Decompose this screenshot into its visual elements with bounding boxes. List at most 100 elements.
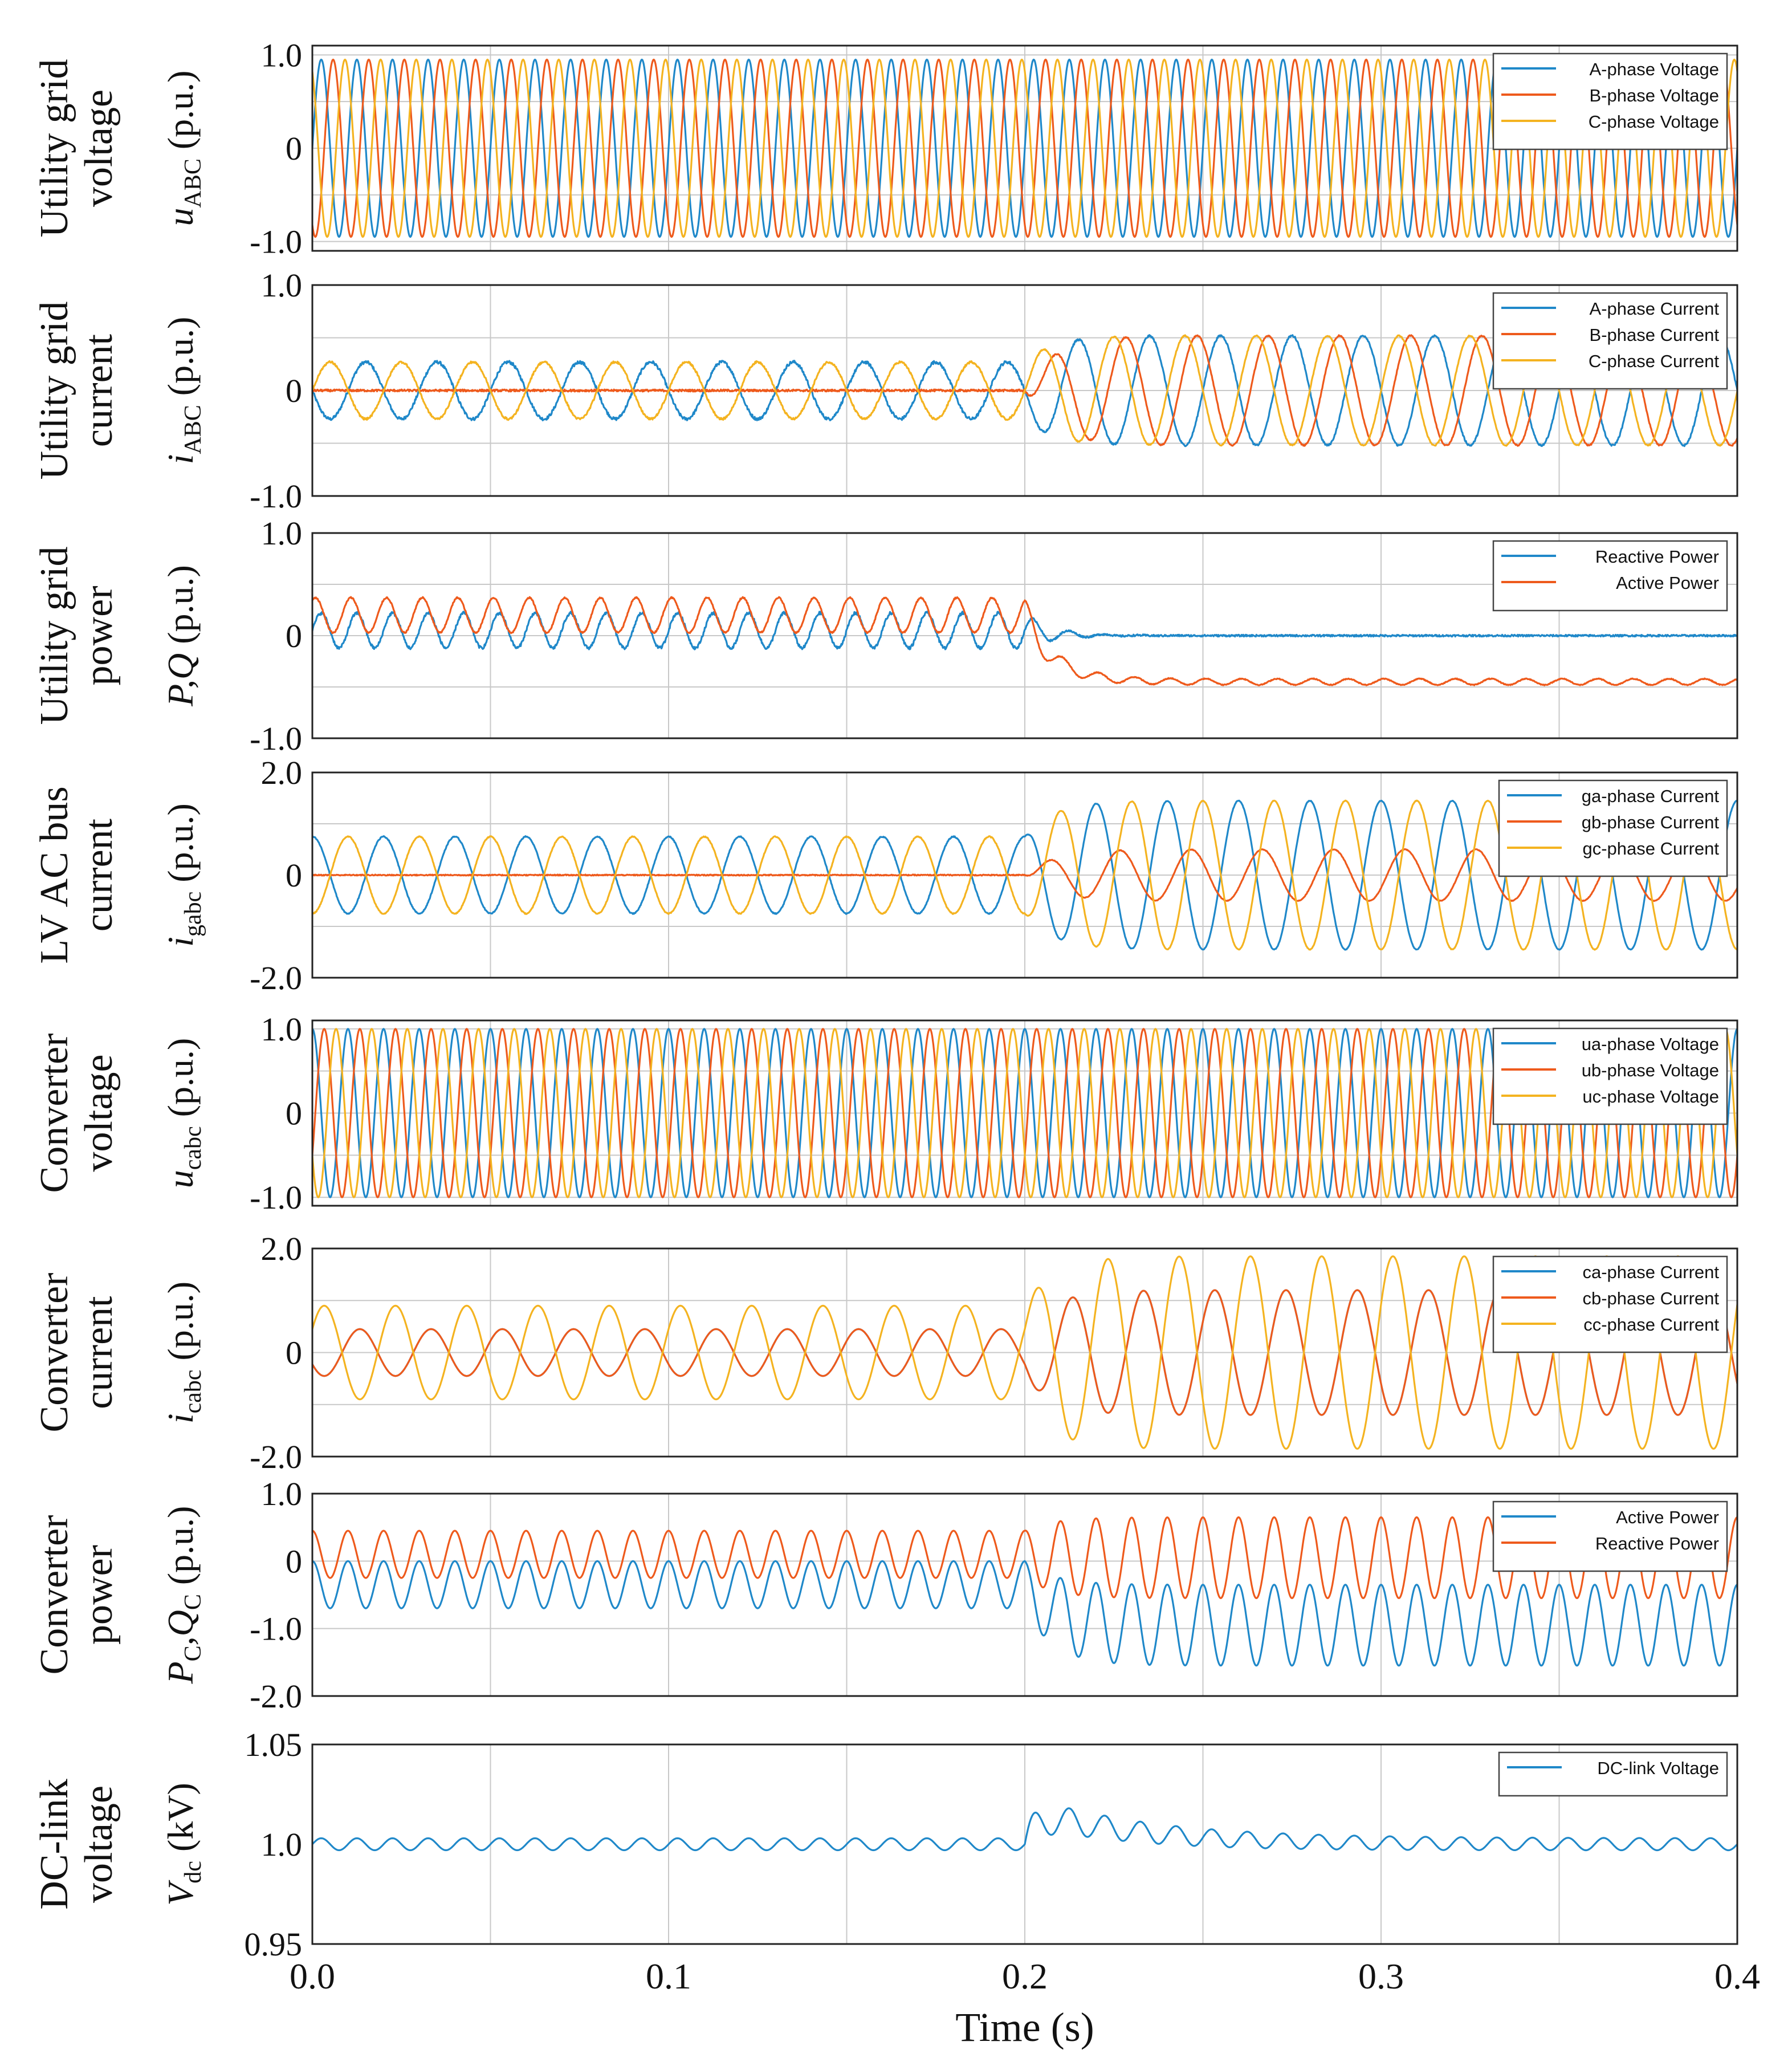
legend-entry: uc-phase Voltage — [1582, 1087, 1719, 1107]
panel-6: 2.0 0 -2.0 icabc (p.u.) Convertercurrent ca-p… — [32, 1230, 1738, 1475]
y-axis-label: igabc (p.u.) — [160, 803, 206, 947]
panel-7: 1.0 0 -1.0 -2.0 PC,QC (p.u.) Converterpower Ac… — [32, 1475, 1738, 1715]
row-label-line-2: power — [77, 586, 121, 686]
x-tick-label: 0.1 — [646, 1956, 691, 1996]
y-tick-label: 0 — [286, 372, 302, 409]
row-label: Converterpower — [32, 1515, 121, 1675]
row-label-line-2: power — [77, 1545, 121, 1645]
row-label-line-2: current — [77, 818, 121, 932]
row-label-line-1: Utility grid — [32, 59, 76, 237]
row-label: DC-linkvoltage — [32, 1779, 121, 1909]
y-label-symbol: P — [160, 1661, 201, 1684]
series-reactive-power — [312, 1516, 1737, 1599]
row-label-line-1: Converter — [32, 1515, 76, 1675]
y-label-subscript: ABC — [180, 158, 206, 208]
y-label-unit: (p.u.) — [160, 1038, 201, 1126]
series-ga-phase-current — [312, 799, 1737, 951]
y-label-symbol: P,Q — [160, 653, 201, 707]
legend-entry: ga-phase Current — [1582, 786, 1720, 806]
legend-entry: DC-link Voltage — [1597, 1758, 1719, 1778]
y-tick-label: 1.0 — [261, 267, 303, 304]
y-label-subscript: cabc — [180, 1369, 206, 1413]
series-c-phase-voltage — [312, 58, 1737, 238]
row-label-line-1: Converter — [32, 1273, 76, 1433]
y-tick-label: 1.0 — [261, 1475, 303, 1512]
legend-entry: Reactive Power — [1595, 1534, 1719, 1553]
y-label-symbol: i — [160, 454, 201, 465]
row-label-line-1: LV AC bus — [32, 786, 76, 963]
y-axis-label: icabc (p.u.) — [160, 1282, 206, 1424]
y-tick-label: 1.0 — [261, 36, 303, 74]
plot-frame — [311, 771, 1738, 979]
legend-box — [1492, 540, 1728, 612]
legend-entry: ub-phase Voltage — [1582, 1060, 1719, 1080]
x-axis-label: Time (s) — [955, 2004, 1094, 2050]
panel-3: 1.0 0 -1.0 P,Q (p.u.) Utility gridpower React… — [32, 515, 1738, 757]
y-label-subscript: dc — [180, 1861, 206, 1884]
legend-entry: ca-phase Current — [1582, 1262, 1719, 1282]
y-tick-label: -1.0 — [250, 720, 302, 757]
y-label-subscript: ABC — [180, 405, 206, 454]
y-axis-label: PC,QC (p.u.) — [160, 1506, 206, 1685]
row-label-line-2: voltage — [77, 90, 121, 207]
panel-2: 1.0 0 -1.0 iABC (p.u.) Utility gridcurrent A-… — [32, 267, 1738, 515]
legend: Reactive Power Active Power — [1492, 540, 1728, 612]
legend-entry: gc-phase Current — [1582, 839, 1719, 859]
legend: ca-phase Current cb-phase Current cc-phase… — [1492, 1255, 1728, 1353]
y-label-symbol: i — [160, 1413, 201, 1424]
plot-frame — [311, 532, 1738, 739]
y-label-subscript: C — [180, 1645, 206, 1661]
x-axis: 0.0 0.1 0.2 0.3 0.4 Time (s) — [290, 1956, 1760, 2050]
panel-5: 1.0 0 -1.0 ucabc (p.u.) Convertervoltage ua-p… — [32, 1011, 1738, 1216]
y-label-unit: (p.u.) — [160, 317, 201, 405]
y-label-symbol-2: ,Q — [160, 1610, 201, 1645]
y-tick-label: -2.0 — [250, 1438, 302, 1475]
panel-1: 1.0 0 -1.0 uABC (p.u.) Utility gridvoltage A-… — [32, 36, 1738, 261]
y-tick-label: 0 — [286, 1543, 302, 1580]
row-label-line-2: voltage — [77, 1054, 121, 1172]
plot-frame — [311, 1492, 1738, 1697]
legend: ga-phase Current gb-phase Current gc-phase… — [1498, 779, 1728, 877]
row-label-line-2: voltage — [77, 1786, 121, 1903]
y-tick-label: -2.0 — [250, 959, 302, 997]
legend-entry: Active Power — [1616, 573, 1719, 593]
legend-entry: cc-phase Current — [1583, 1315, 1719, 1335]
y-tick-label: -1.0 — [250, 1610, 302, 1648]
x-tick-label: 0.3 — [1358, 1956, 1404, 1996]
y-label-symbol: u — [160, 1170, 201, 1188]
y-tick-label: 0 — [286, 1095, 302, 1132]
y-tick-label: -2.0 — [250, 1678, 302, 1715]
legend-entry: A-phase Voltage — [1589, 59, 1719, 79]
legend: DC-link Voltage — [1498, 1751, 1728, 1797]
legend-entry: C-phase Current — [1589, 351, 1720, 371]
y-tick-label: 1.0 — [261, 515, 303, 552]
y-label-unit: (p.u.) — [160, 1282, 201, 1370]
legend-entry: ua-phase Voltage — [1582, 1034, 1719, 1054]
legend-entry: B-phase Current — [1590, 325, 1720, 345]
legend: Active Power Reactive Power — [1492, 1500, 1728, 1572]
series-group — [312, 596, 1737, 686]
row-label: LV AC buscurrent — [32, 786, 121, 963]
y-axis-label: uABC (p.u.) — [160, 71, 206, 226]
plot-frame — [311, 1743, 1738, 1945]
row-label-line-2: current — [77, 334, 121, 447]
y-tick-label: 1.05 — [245, 1726, 303, 1763]
x-tick-label: 0.0 — [290, 1956, 335, 1996]
y-tick-label: -1.0 — [250, 478, 302, 515]
series-reactive-power — [312, 611, 1737, 650]
y-axis-label: ucabc (p.u.) — [160, 1038, 206, 1189]
y-label-symbol: V — [160, 1880, 201, 1906]
y-label-symbol: u — [160, 208, 201, 226]
row-label-line-1: Converter — [32, 1034, 76, 1193]
y-axis-label: iABC (p.u.) — [160, 317, 206, 465]
row-label: Utility gridvoltage — [32, 59, 121, 237]
y-tick-label: -1.0 — [250, 223, 302, 261]
x-tick-label: 0.4 — [1714, 1956, 1760, 1996]
y-label-subscript-2: C — [180, 1594, 206, 1610]
row-label-line-1: DC-link — [32, 1779, 76, 1909]
legend-entry: C-phase Voltage — [1589, 112, 1719, 132]
y-axis-label: Vdc (kV) — [160, 1783, 206, 1906]
legend-entry: A-phase Current — [1590, 299, 1720, 319]
series-dc-link-voltage — [312, 1807, 1737, 1852]
